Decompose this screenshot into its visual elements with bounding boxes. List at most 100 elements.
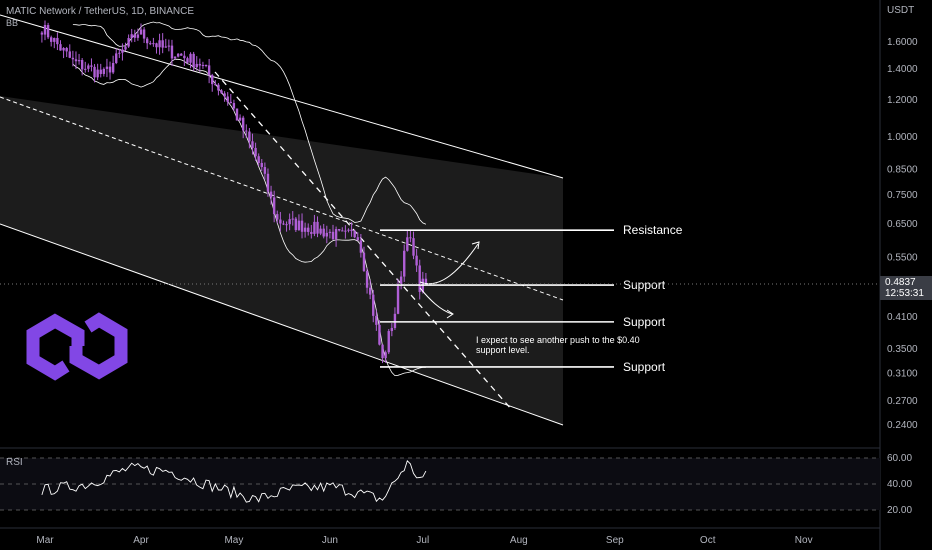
annotation-line-2: support level.: [476, 345, 530, 355]
candle-body: [183, 55, 186, 59]
candle-body: [241, 117, 245, 131]
candle-body: [372, 294, 375, 316]
candle-body: [46, 24, 50, 38]
price-tick-label: 0.5500: [887, 253, 918, 264]
price-tick-label: 0.6500: [887, 219, 918, 230]
candle-body: [337, 229, 341, 231]
candle-body: [328, 231, 332, 233]
candle-body: [412, 238, 415, 256]
candle-body: [189, 53, 192, 63]
current-price-tag: 0.4837 12:53:31: [880, 276, 932, 300]
candle-body: [111, 62, 115, 73]
candle-body: [40, 32, 44, 35]
candle-body: [105, 66, 109, 69]
candle-body: [145, 38, 149, 44]
channel-upper-line: [0, 14, 564, 179]
candle-body: [390, 327, 394, 332]
forecast-arrow-up: [419, 243, 479, 285]
candle-body: [87, 65, 90, 69]
candle-body: [303, 227, 307, 232]
candle-body: [207, 65, 211, 76]
channel-lower-line: [0, 223, 564, 426]
candle-body: [356, 237, 359, 241]
candle-body: [316, 221, 319, 234]
candle-body: [334, 229, 338, 240]
candle-body: [68, 51, 71, 58]
rsi-line: [41, 459, 427, 503]
candle-body: [353, 231, 356, 238]
candle-body: [238, 117, 242, 121]
time-tick-label: Apr: [133, 535, 149, 546]
candle-body: [49, 37, 53, 42]
indicator-label: BB: [6, 18, 19, 28]
candle-body: [263, 167, 267, 174]
candle-body: [347, 229, 350, 231]
time-axis: Mar Apr May Jun Jul Aug Sep Oct Nov: [36, 535, 812, 546]
candle-body: [235, 108, 239, 121]
channel-mid-line: [0, 96, 564, 301]
price-levels: Resistance Support Support Support: [380, 223, 683, 374]
candle-body: [65, 48, 68, 52]
candle-body: [223, 93, 226, 97]
candle-body: [291, 218, 294, 220]
candle-body: [344, 230, 347, 232]
candle-body: [310, 231, 313, 234]
candle-body: [331, 231, 335, 240]
level-label: Support: [623, 278, 666, 292]
rsi-axis: 60.00 40.00 20.00: [887, 453, 912, 516]
candle-body: [285, 224, 288, 226]
candle-body: [133, 34, 137, 38]
candle-body: [226, 96, 229, 102]
candle-body: [74, 59, 78, 62]
candle-body: [229, 101, 233, 104]
candle-body: [90, 65, 93, 67]
time-tick-label: Sep: [606, 535, 624, 546]
candle-body: [127, 38, 130, 47]
candle-body: [387, 331, 390, 353]
candle-body: [84, 68, 87, 70]
candle-body: [118, 52, 121, 54]
candle-body: [108, 66, 112, 73]
candle-body: [282, 223, 285, 225]
price-axis: 1.6000 1.4000 1.2000 1.0000 0.8500 0.7500 0.65…: [887, 37, 918, 431]
candle-body: [173, 56, 177, 59]
candle-body: [288, 219, 291, 225]
candle-body: [102, 68, 106, 74]
candle-body: [121, 49, 124, 53]
candle-body: [158, 40, 161, 48]
annotation-note: I expect to see another push to the $0.4…: [476, 335, 640, 355]
rsi-tick-label: 40.00: [887, 479, 912, 490]
candle-body: [214, 84, 217, 86]
candle-body: [300, 220, 304, 232]
countdown: 12:53:31: [885, 288, 924, 299]
candle-body: [53, 37, 56, 42]
candle-body: [381, 344, 384, 359]
candle-body: [204, 64, 208, 66]
candle-body: [195, 63, 198, 68]
candle-body: [139, 29, 143, 35]
candle-body: [384, 352, 387, 359]
candle-body: [248, 131, 251, 142]
price-tick-label: 0.7500: [887, 190, 918, 201]
candle-body: [62, 48, 65, 51]
candle-body: [180, 53, 183, 56]
annotation-line-1: I expect to see another push to the $0.4…: [476, 335, 640, 345]
candle-body: [415, 255, 418, 266]
candle-body: [399, 276, 403, 287]
candle-body: [378, 324, 381, 345]
candle-body: [186, 58, 189, 63]
candle-body: [152, 43, 155, 45]
candle-body: [99, 69, 102, 74]
rsi-tick-label: 20.00: [887, 505, 912, 516]
price-tick-label: 0.3500: [887, 344, 918, 355]
time-tick-label: Aug: [510, 535, 528, 546]
candle-body: [272, 197, 276, 215]
candle-body: [192, 53, 195, 68]
candle-body: [375, 315, 378, 325]
candle-body: [245, 130, 248, 132]
candle-body: [365, 270, 369, 288]
candle-body: [59, 44, 62, 51]
candle-body: [279, 219, 282, 224]
forecast-arrow-down-head: [446, 309, 454, 319]
